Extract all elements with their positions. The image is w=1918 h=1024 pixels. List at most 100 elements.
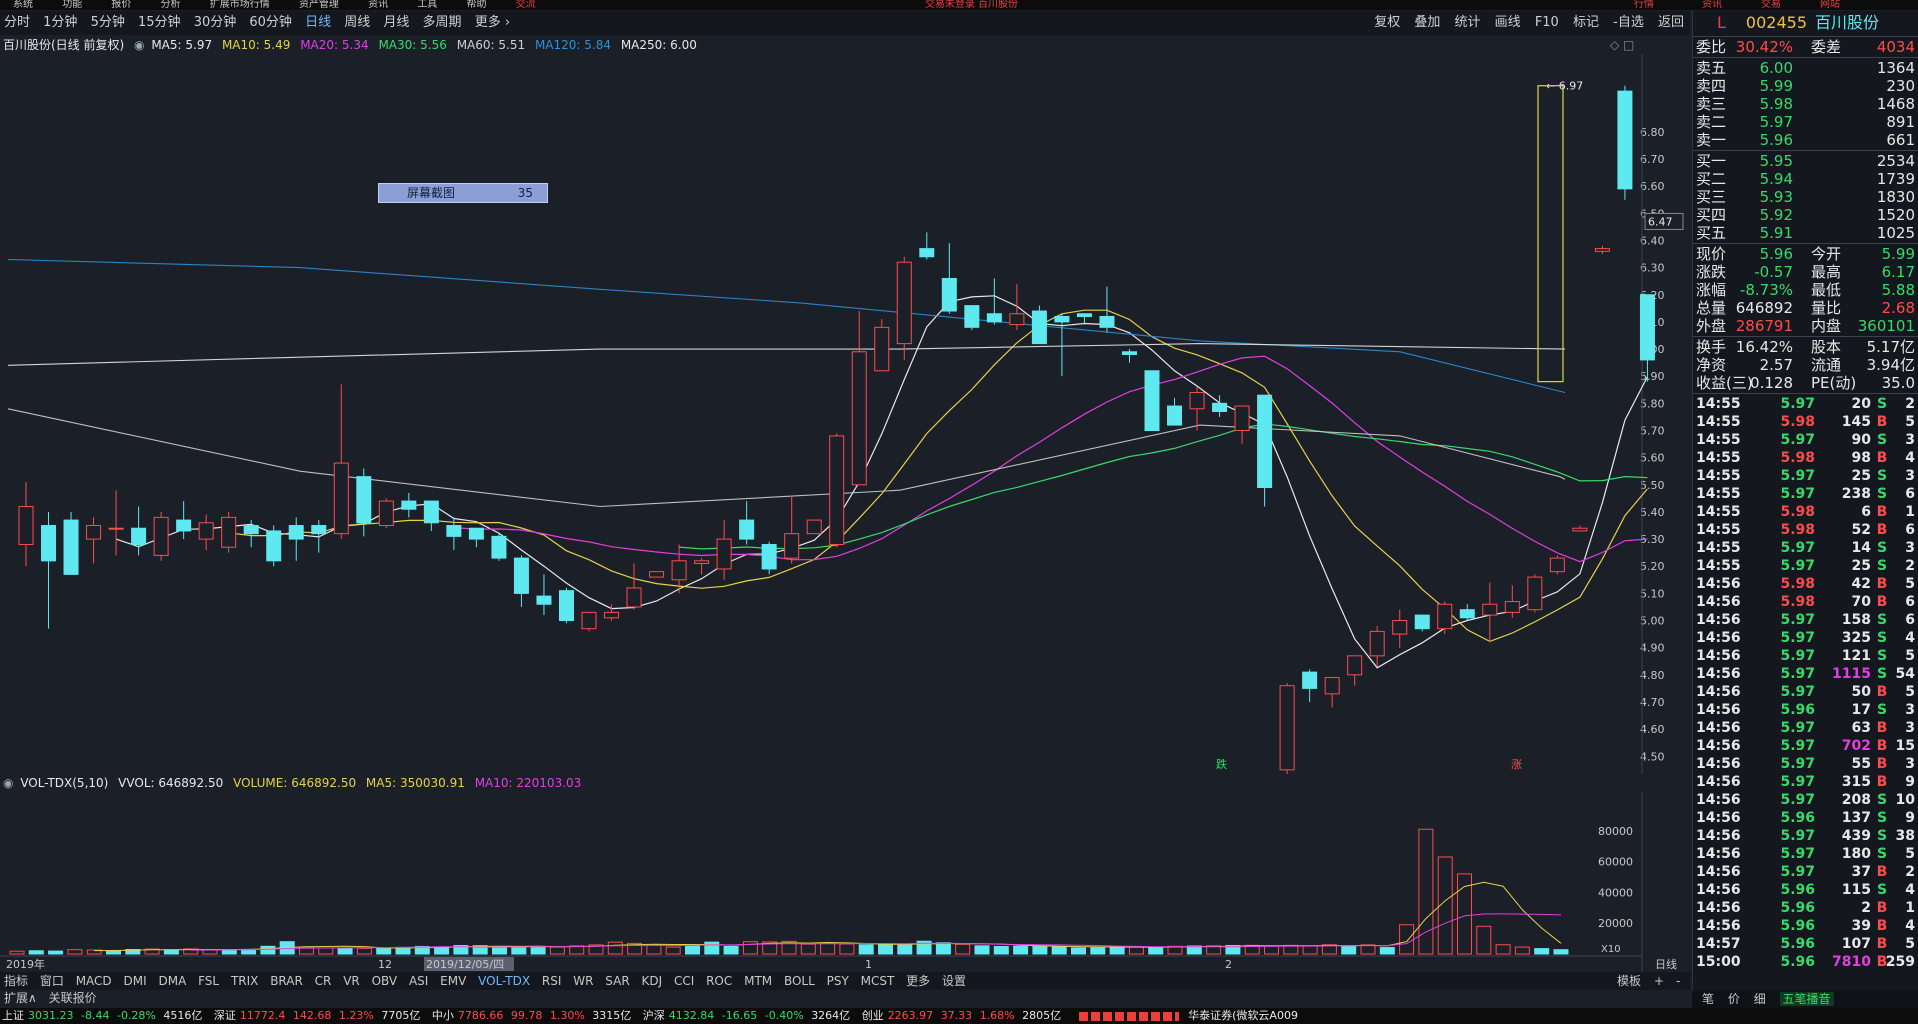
- footer-tab-detail[interactable]: 细: [1753, 992, 1766, 1006]
- menu-item-exchange[interactable]: 交流: [515, 0, 536, 10]
- fin-row[interactable]: 收益(三) 0.128 PE(动) 35.0: [1693, 374, 1918, 392]
- indicator-tab-cr[interactable]: CR: [314, 974, 332, 988]
- tick-row[interactable]: 14:55 5.97 25 S 3: [1693, 467, 1918, 485]
- index-hs[interactable]: 沪深 4132.84 -16.65 -0.40% 3264亿: [643, 1009, 854, 1022]
- tick-row[interactable]: 14:55 5.97 14 S 3: [1693, 539, 1918, 557]
- toolbar-mark-button[interactable]: 标记: [1572, 15, 1599, 30]
- indicator-tab-dma[interactable]: DMA: [158, 974, 187, 988]
- tick-row[interactable]: 14:56 5.97 315 B 9: [1693, 773, 1918, 791]
- toolbar-f10-button[interactable]: F10: [1534, 15, 1559, 30]
- indicator-tab-emv[interactable]: EMV: [440, 974, 467, 988]
- menu-item-help[interactable]: 帮助: [466, 0, 487, 10]
- chart-settings-icon[interactable]: ◇ □: [1610, 38, 1635, 52]
- menu-right-website[interactable]: 网站: [1820, 0, 1840, 10]
- indicator-tab-zhibiao[interactable]: 指标: [4, 974, 29, 988]
- menu-item-tools[interactable]: 工具: [417, 0, 438, 10]
- menu-right-info[interactable]: 资讯: [1702, 0, 1722, 10]
- tick-row[interactable]: 14:55 5.97 238 S 6: [1693, 485, 1918, 503]
- toolbar-stats-button[interactable]: 统计: [1454, 15, 1481, 30]
- menu-item-ext-market[interactable]: 扩展市场行情: [209, 0, 270, 10]
- tick-row[interactable]: 14:56 5.97 55 B 3: [1693, 755, 1918, 773]
- menu-item-assets[interactable]: 资产管理: [298, 0, 339, 10]
- bid-row[interactable]: 买二 5.94 1739: [1693, 170, 1918, 188]
- index-zx[interactable]: 中小 7786.66 99.78 1.30% 3315亿: [432, 1009, 635, 1022]
- indicator-tab-wr[interactable]: WR: [573, 974, 594, 988]
- indicator-tab-psy[interactable]: PSY: [826, 974, 849, 988]
- template-button[interactable]: 模板: [1617, 974, 1642, 988]
- tick-row[interactable]: 14:56 5.97 208 S 10: [1693, 791, 1918, 809]
- period-tab-1min[interactable]: 1分钟: [43, 15, 78, 30]
- toolbar-adjust-button[interactable]: 复权: [1374, 15, 1401, 30]
- tick-row[interactable]: 14:55 5.98 98 B 4: [1693, 449, 1918, 467]
- menu-right-quote[interactable]: 行情: [1634, 0, 1654, 10]
- tick-row[interactable]: 14:56 5.97 439 S 38: [1693, 827, 1918, 845]
- tick-row[interactable]: 14:56 5.97 702 B 15: [1693, 737, 1918, 755]
- ma-legend-dot-icon[interactable]: ◉: [134, 38, 145, 52]
- ask-row[interactable]: 卖三 5.98 1468: [1693, 95, 1918, 113]
- menu-right-trade[interactable]: 交易: [1761, 0, 1781, 10]
- add-indicator-button[interactable]: +: [1654, 974, 1665, 988]
- index-sh[interactable]: 上证 3031.23 -8.44 -0.28% 4516亿: [2, 1009, 206, 1022]
- indicator-tab-dmi[interactable]: DMI: [123, 974, 147, 988]
- tick-row[interactable]: 14:56 5.98 42 B 5: [1693, 575, 1918, 593]
- stat-row[interactable]: 现价 5.96 今开 5.99: [1693, 245, 1918, 263]
- indicator-tab-window[interactable]: 窗口: [39, 974, 64, 988]
- indicator-tab-vol-tdx[interactable]: VOL-TDX: [478, 974, 531, 988]
- tick-row[interactable]: 14:55 5.97 90 S 3: [1693, 431, 1918, 449]
- screenshot-tooltip[interactable]: 屏幕截图 35: [378, 183, 548, 203]
- tick-row[interactable]: 14:56 5.96 2 B 1: [1693, 899, 1918, 917]
- remove-indicator-button[interactable]: -: [1676, 974, 1681, 988]
- tick-row[interactable]: 14:56 5.97 1115 S 54: [1693, 665, 1918, 683]
- tick-row[interactable]: 15:00 5.96 7810 B 259: [1693, 953, 1918, 971]
- indicator-tab-obv[interactable]: OBV: [371, 974, 398, 988]
- indicator-tab-mcst[interactable]: MCST: [860, 974, 895, 988]
- indicator-tab-rsi[interactable]: RSI: [541, 974, 562, 988]
- period-tab-timeshare[interactable]: 分时: [4, 15, 31, 30]
- period-tab-weekly[interactable]: 周线: [344, 15, 371, 30]
- period-tab-15min[interactable]: 15分钟: [138, 15, 181, 30]
- menu-item-system[interactable]: 系统: [13, 0, 33, 10]
- vol-collapse-icon[interactable]: ◉: [3, 776, 14, 790]
- indicator-tab-macd[interactable]: MACD: [75, 974, 112, 988]
- period-tab-60min[interactable]: 60分钟: [249, 15, 292, 30]
- stat-row[interactable]: 外盘 286791 内盘 360101: [1693, 317, 1918, 335]
- indicator-tab-fsl[interactable]: FSL: [198, 974, 220, 988]
- indicator-tab-mtm[interactable]: MTM: [744, 974, 773, 988]
- indicator-tab-vr[interactable]: VR: [343, 974, 360, 988]
- period-tab-daily[interactable]: 日线: [305, 15, 332, 30]
- tick-row[interactable]: 14:56 5.97 158 S 6: [1693, 611, 1918, 629]
- indicator-tab-trix[interactable]: TRIX: [230, 974, 259, 988]
- toolbar-watchlist-button[interactable]: -自选: [1613, 15, 1644, 30]
- stat-row[interactable]: 涨跌 -0.57 最高 6.17: [1693, 263, 1918, 281]
- extension-toggle[interactable]: 扩展∧: [4, 991, 37, 1005]
- indicator-tab-kdj[interactable]: KDJ: [641, 974, 663, 988]
- period-tab-more[interactable]: 更多 ›: [475, 11, 510, 35]
- candlestick-chart[interactable]: 6.806.706.606.506.406.306.206.106.005.90…: [0, 54, 1690, 774]
- period-tab-5min[interactable]: 5分钟: [90, 15, 125, 30]
- menu-item-info[interactable]: 资讯: [368, 0, 389, 10]
- tick-row[interactable]: 14:56 5.96 17 S 3: [1693, 701, 1918, 719]
- tick-row[interactable]: 14:55 5.98 52 B 6: [1693, 521, 1918, 539]
- menu-item-function[interactable]: 功能: [62, 0, 83, 10]
- tick-row[interactable]: 14:55 5.98 6 B 1: [1693, 503, 1918, 521]
- indicator-tab-roc[interactable]: ROC: [706, 974, 733, 988]
- toolbar-overlay-button[interactable]: 叠加: [1414, 15, 1441, 30]
- indicator-tab-settings[interactable]: 设置: [942, 974, 967, 988]
- tick-row[interactable]: 14:56 5.96 39 B 4: [1693, 917, 1918, 935]
- indicator-tab-cci[interactable]: CCI: [673, 974, 695, 988]
- tick-row[interactable]: 14:57 5.96 107 B 5: [1693, 935, 1918, 953]
- indicator-tab-sar[interactable]: SAR: [605, 974, 630, 988]
- menu-item-quote[interactable]: 报价: [111, 0, 132, 10]
- ask-row[interactable]: 卖二 5.97 891: [1693, 113, 1918, 131]
- tick-list[interactable]: 14:55 5.97 20 S 2 14:55 5.98 145 B 5 14:55 5.97 90 S 3…: [1693, 395, 1918, 971]
- period-tab-30min[interactable]: 30分钟: [193, 15, 237, 30]
- tick-row[interactable]: 14:56 5.97 325 S 4: [1693, 629, 1918, 647]
- indicator-tab-more[interactable]: 更多: [906, 974, 931, 988]
- footer-tab-price[interactable]: 价: [1727, 992, 1740, 1006]
- indicator-tab-brar[interactable]: BRAR: [270, 974, 303, 988]
- toolbar-draw-button[interactable]: 画线: [1494, 15, 1521, 30]
- period-tab-multi[interactable]: 多周期: [422, 15, 462, 30]
- tick-row[interactable]: 14:55 5.97 20 S 2: [1693, 395, 1918, 413]
- tick-row[interactable]: 14:55 5.98 145 B 5: [1693, 413, 1918, 431]
